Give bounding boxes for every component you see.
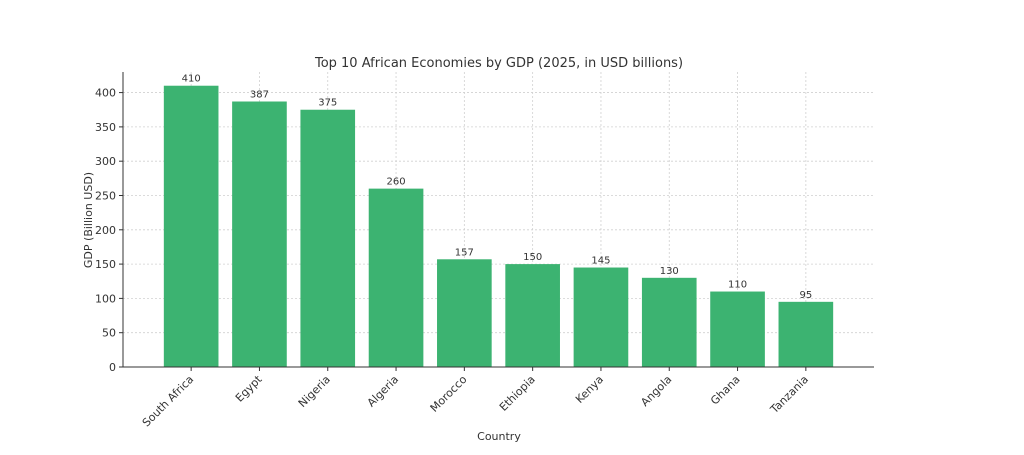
bar-angola bbox=[641, 277, 697, 367]
data-label: 375 bbox=[318, 98, 337, 109]
bar-egypt bbox=[232, 101, 287, 367]
bar-tanzania bbox=[778, 301, 834, 367]
data-label: 95 bbox=[799, 290, 812, 301]
x-ticks: South Africa Egypt Nigeria Algeria Morocco Et… bbox=[140, 367, 811, 429]
y-tick-label: 100 bbox=[95, 292, 116, 305]
data-label: 130 bbox=[660, 266, 679, 277]
data-label: 410 bbox=[182, 74, 201, 85]
y-tick-label: 350 bbox=[95, 121, 116, 134]
bar-ethiopia bbox=[505, 264, 560, 367]
x-tick-label: Tanzania bbox=[767, 373, 811, 417]
x-tick-label: Algeria bbox=[365, 373, 402, 410]
y-tick-label: 150 bbox=[95, 258, 116, 271]
data-label: 387 bbox=[250, 90, 269, 101]
bar-ghana bbox=[710, 291, 765, 367]
data-label: 150 bbox=[523, 252, 542, 263]
y-tick-label: 400 bbox=[95, 87, 116, 100]
x-tick-label: Ethiopia bbox=[497, 373, 538, 414]
y-tick-label: 0 bbox=[109, 361, 116, 374]
bar-kenya bbox=[573, 267, 629, 367]
axes bbox=[122, 72, 874, 368]
x-tick-label: Angola bbox=[638, 373, 674, 409]
y-tick-label: 50 bbox=[102, 327, 116, 340]
y-ticks: 0 50 100 150 200 250 300 350 400 bbox=[95, 87, 123, 374]
bar-morocco bbox=[437, 259, 492, 367]
data-label: 157 bbox=[455, 247, 474, 258]
chart-title: Top 10 African Economies by GDP (2025, i… bbox=[314, 56, 683, 71]
x-tick-label: Kenya bbox=[573, 373, 606, 406]
x-axis-label: Country bbox=[477, 430, 521, 443]
data-label: 110 bbox=[728, 280, 747, 291]
bar-nigeria bbox=[300, 109, 356, 368]
y-tick-label: 300 bbox=[95, 155, 116, 168]
x-tick-label: Egypt bbox=[233, 372, 265, 404]
x-tick-label: Nigeria bbox=[296, 373, 333, 410]
y-tick-label: 250 bbox=[95, 189, 116, 202]
data-labels: 410 387 375 260 157 150 145 130 110 95 bbox=[182, 74, 813, 301]
data-label: 260 bbox=[387, 177, 406, 188]
bars bbox=[163, 85, 834, 368]
y-tick-label: 200 bbox=[95, 224, 116, 237]
x-tick-label: South Africa bbox=[140, 373, 196, 429]
y-axis-label: GDP (Billion USD) bbox=[82, 172, 95, 268]
bar-algeria bbox=[368, 188, 424, 367]
x-tick-label: Morocco bbox=[428, 373, 470, 415]
bar-south-africa bbox=[163, 85, 219, 367]
data-label: 145 bbox=[591, 256, 610, 267]
x-tick-label: Ghana bbox=[708, 373, 743, 408]
